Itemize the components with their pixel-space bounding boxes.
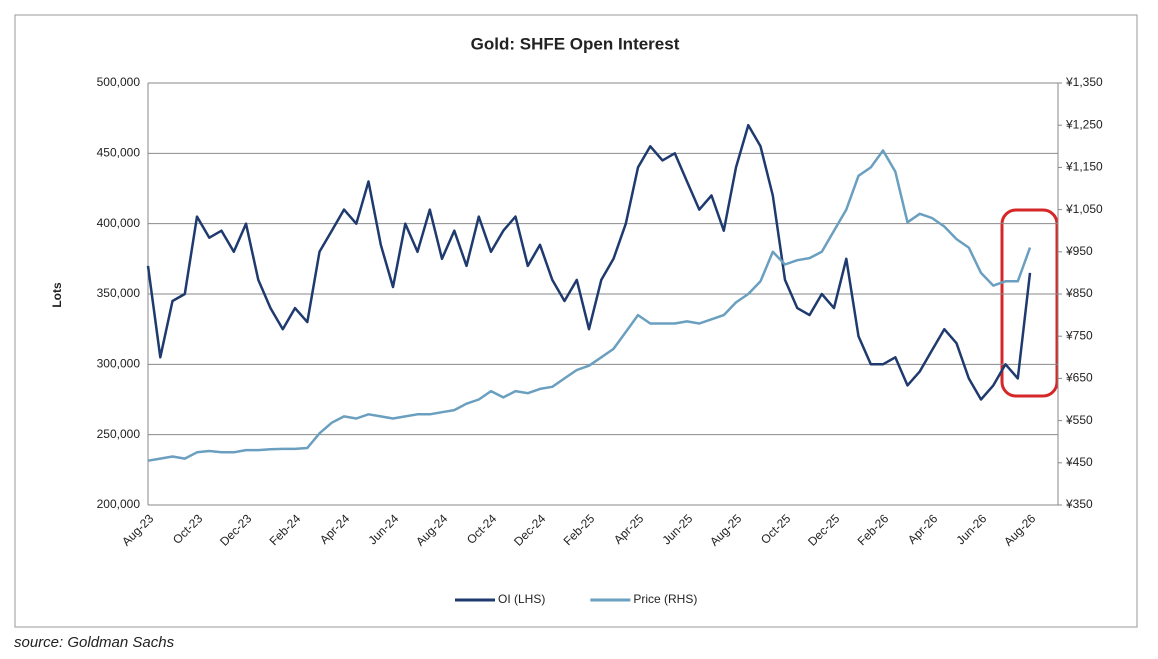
chart-title: Gold: SHFE Open Interest: [471, 34, 680, 53]
legend-label: OI (LHS): [498, 592, 545, 606]
y-tick-label: 450,000: [97, 146, 141, 160]
y2-tick-label: ¥1,350: [1065, 75, 1103, 89]
y2-tick-label: ¥550: [1065, 413, 1093, 427]
y2-tick-label: ¥950: [1065, 244, 1093, 258]
y-tick-label: 350,000: [97, 286, 141, 300]
y-tick-label: 300,000: [97, 357, 141, 371]
y-tick-label: 200,000: [97, 497, 141, 511]
y2-tick-label: ¥1,150: [1065, 160, 1103, 174]
y-tick-label: 250,000: [97, 427, 141, 441]
y2-tick-label: ¥650: [1065, 371, 1093, 385]
y2-tick-label: ¥1,250: [1065, 117, 1103, 131]
y2-tick-label: ¥750: [1065, 328, 1093, 342]
chart-frame: [14, 14, 1138, 628]
y2-tick-label: ¥850: [1065, 286, 1093, 300]
y-axis-title: Lots: [50, 282, 64, 308]
y2-tick-label: ¥1,050: [1065, 202, 1103, 216]
series-line: [146, 123, 1032, 401]
legend-label: Price (RHS): [633, 592, 697, 606]
highlight-box: [1000, 208, 1059, 398]
y2-tick-label: ¥450: [1065, 455, 1093, 469]
y-tick-label: 400,000: [97, 216, 141, 230]
source-note: source: Goldman Sachs: [14, 634, 175, 651]
series-line: [147, 149, 1032, 462]
y-tick-label: 500,000: [97, 75, 141, 89]
y2-tick-label: ¥350: [1065, 497, 1093, 511]
